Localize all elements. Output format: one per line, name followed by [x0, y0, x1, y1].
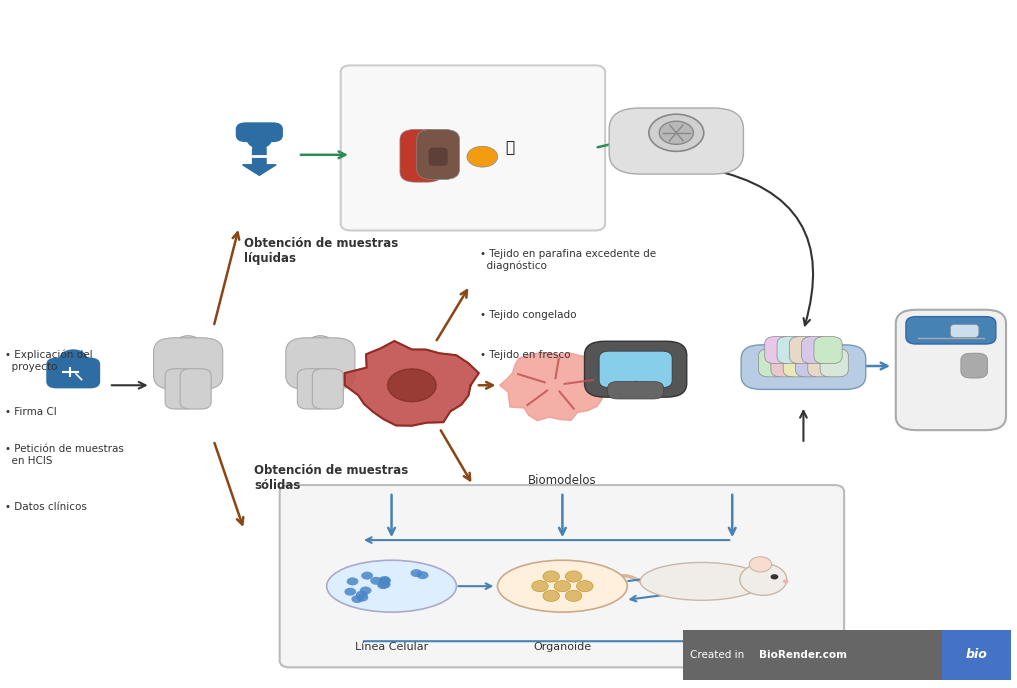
FancyBboxPatch shape [896, 310, 1006, 430]
Circle shape [532, 581, 548, 592]
Ellipse shape [497, 560, 627, 612]
FancyBboxPatch shape [400, 129, 442, 182]
FancyBboxPatch shape [783, 349, 812, 377]
FancyBboxPatch shape [154, 338, 223, 389]
Circle shape [565, 571, 582, 582]
Circle shape [659, 121, 694, 144]
Circle shape [378, 581, 391, 588]
FancyBboxPatch shape [585, 341, 686, 397]
Text: bio: bio [965, 649, 988, 661]
Ellipse shape [641, 563, 763, 600]
FancyBboxPatch shape [759, 349, 787, 377]
Circle shape [417, 571, 428, 579]
Text: Obtención de muestras
sólidas: Obtención de muestras sólidas [254, 464, 409, 493]
FancyBboxPatch shape [341, 65, 605, 230]
Text: Biomodelos: Biomodelos [528, 474, 597, 486]
Text: Created in: Created in [690, 650, 747, 660]
FancyBboxPatch shape [46, 358, 100, 388]
FancyBboxPatch shape [609, 108, 743, 174]
FancyBboxPatch shape [765, 336, 793, 364]
Circle shape [352, 595, 363, 603]
FancyBboxPatch shape [607, 381, 664, 399]
Text: • Petición de muestras
  en HCIS: • Petición de muestras en HCIS [5, 444, 124, 466]
FancyBboxPatch shape [807, 349, 836, 377]
Text: PDX: PDX [721, 642, 743, 652]
Circle shape [360, 586, 371, 594]
Text: • Tejido congelado: • Tejido congelado [480, 310, 577, 320]
Circle shape [565, 590, 582, 601]
Circle shape [59, 350, 87, 368]
Ellipse shape [467, 147, 497, 167]
FancyBboxPatch shape [950, 325, 978, 338]
FancyBboxPatch shape [297, 369, 328, 409]
Text: • Explicación del
  proyecto: • Explicación del proyecto [5, 350, 93, 372]
FancyBboxPatch shape [280, 485, 844, 667]
Circle shape [649, 114, 704, 151]
Circle shape [361, 572, 373, 579]
Ellipse shape [326, 560, 457, 612]
Circle shape [347, 577, 358, 585]
Circle shape [543, 590, 559, 601]
FancyBboxPatch shape [801, 336, 830, 364]
FancyBboxPatch shape [741, 345, 865, 389]
Circle shape [379, 577, 391, 585]
Circle shape [345, 588, 356, 596]
FancyBboxPatch shape [777, 336, 805, 364]
Polygon shape [499, 353, 606, 420]
Circle shape [577, 581, 593, 592]
FancyBboxPatch shape [428, 148, 447, 166]
Circle shape [377, 581, 388, 589]
Polygon shape [242, 148, 277, 175]
FancyBboxPatch shape [771, 349, 799, 377]
Circle shape [307, 336, 334, 353]
Bar [683, 630, 942, 680]
Polygon shape [345, 341, 479, 426]
FancyBboxPatch shape [906, 316, 996, 344]
Circle shape [356, 590, 368, 599]
Circle shape [739, 563, 787, 595]
Bar [942, 630, 1011, 680]
Circle shape [357, 594, 368, 601]
Text: • Firma CI: • Firma CI [5, 407, 57, 417]
Circle shape [554, 581, 571, 592]
Polygon shape [387, 369, 436, 402]
Text: • Datos clínicos: • Datos clínicos [5, 502, 87, 512]
Circle shape [750, 557, 772, 572]
Text: • Tejido en fresco: • Tejido en fresco [480, 350, 571, 360]
FancyBboxPatch shape [180, 369, 212, 409]
FancyBboxPatch shape [417, 129, 460, 180]
FancyBboxPatch shape [165, 369, 196, 409]
Text: Línea Celular: Línea Celular [355, 642, 428, 652]
FancyBboxPatch shape [961, 353, 988, 378]
FancyBboxPatch shape [286, 338, 355, 389]
Circle shape [247, 132, 272, 149]
FancyBboxPatch shape [236, 122, 283, 142]
Text: 🧬: 🧬 [505, 140, 515, 155]
Circle shape [370, 577, 382, 585]
FancyBboxPatch shape [820, 349, 848, 377]
FancyBboxPatch shape [814, 336, 842, 364]
Circle shape [771, 574, 778, 579]
Circle shape [175, 336, 201, 353]
Text: Organoide: Organoide [533, 642, 592, 652]
Circle shape [378, 576, 391, 584]
Text: BioRender.com: BioRender.com [759, 650, 847, 660]
Text: Obtención de muestras
líquidas: Obtención de muestras líquidas [244, 237, 399, 266]
Circle shape [783, 579, 788, 583]
Text: • Tejido en parafina excedente de
  diagnóstico: • Tejido en parafina excedente de diagnó… [480, 249, 656, 271]
FancyBboxPatch shape [789, 336, 818, 364]
Circle shape [543, 571, 559, 582]
Circle shape [411, 569, 422, 577]
FancyBboxPatch shape [599, 351, 672, 387]
FancyBboxPatch shape [312, 369, 344, 409]
FancyBboxPatch shape [795, 349, 824, 377]
